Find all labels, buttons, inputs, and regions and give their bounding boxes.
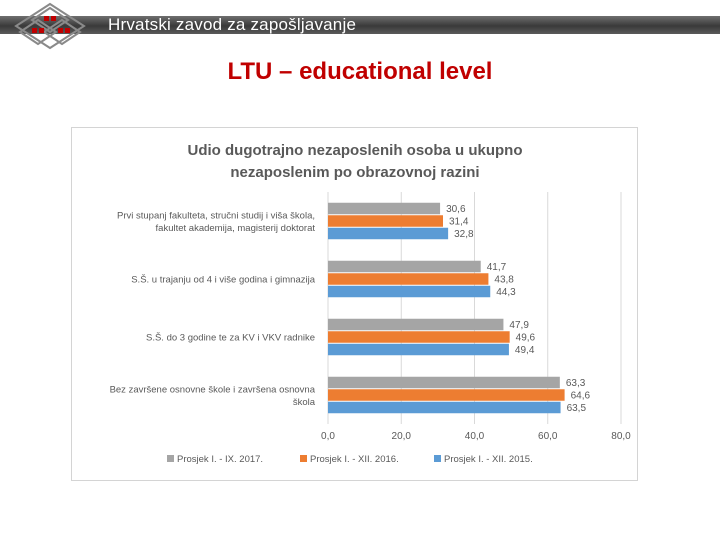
bar — [328, 202, 441, 215]
legend-label: Prosjek I. - XII. 2015. — [444, 454, 533, 465]
bar — [328, 401, 561, 414]
header-stripe — [0, 16, 720, 34]
slide-title: LTU – educational level — [227, 58, 493, 85]
data-label: 31,4 — [449, 216, 469, 227]
bar — [328, 389, 565, 401]
data-label: 47,9 — [509, 320, 529, 331]
data-label: 64,6 — [571, 390, 591, 401]
x-tick-label: 60,0 — [538, 431, 558, 442]
category-label: S.Š. do 3 godine te za KV i VKV radnike — [146, 333, 315, 344]
hzz-logo-icon — [14, 2, 86, 50]
bar — [328, 260, 481, 273]
header-bar: Hrvatski zavod za zapošljavanje — [0, 0, 720, 50]
x-tick-label: 0,0 — [321, 431, 335, 442]
category-label: Prvi stupanj fakulteta, stručni studij i… — [117, 210, 315, 221]
data-label: 49,4 — [515, 345, 535, 356]
legend-swatch — [167, 455, 174, 462]
org-name: Hrvatski zavod za zapošljavanje — [108, 15, 357, 34]
category-label: S.Š. u trajanju od 4 i više godina i gim… — [131, 275, 315, 286]
bar — [328, 376, 560, 389]
data-label: 63,5 — [567, 403, 587, 414]
bar — [328, 227, 449, 240]
bar — [328, 331, 510, 343]
data-label: 41,7 — [487, 262, 507, 273]
category-label: fakultet akademija, magisterij doktorat — [156, 223, 316, 234]
chart-title-line: Udio dugotrajno nezaposlenih osoba u uku… — [188, 142, 523, 159]
data-label: 43,8 — [494, 274, 514, 285]
bar — [328, 285, 491, 298]
legend-label: Prosjek I. - XII. 2016. — [310, 454, 399, 465]
bar-chart: Udio dugotrajno nezaposlenih osoba u uku… — [110, 142, 632, 465]
x-tick-label: 40,0 — [465, 431, 485, 442]
data-label: 63,3 — [566, 378, 586, 389]
data-label: 30,6 — [446, 204, 466, 215]
bar — [328, 273, 489, 285]
category-label: Bez završene osnovne škole i završena os… — [110, 384, 316, 395]
chart-frame: Udio dugotrajno nezaposlenih osoba u uku… — [71, 127, 638, 481]
category-label: škola — [293, 397, 316, 408]
data-label: 49,6 — [516, 332, 536, 343]
x-tick-label: 80,0 — [611, 431, 631, 442]
bar — [328, 215, 444, 227]
data-label: 32,8 — [454, 229, 474, 240]
legend-label: Prosjek I. - IX. 2017. — [177, 454, 263, 465]
chart-title-line: nezaposlenim po obrazovnoj razini — [230, 164, 479, 181]
bar — [328, 318, 504, 331]
x-tick-label: 20,0 — [392, 431, 412, 442]
legend-swatch — [434, 455, 441, 462]
bar — [328, 343, 509, 356]
legend-swatch — [300, 455, 307, 462]
data-label: 44,3 — [496, 287, 516, 298]
